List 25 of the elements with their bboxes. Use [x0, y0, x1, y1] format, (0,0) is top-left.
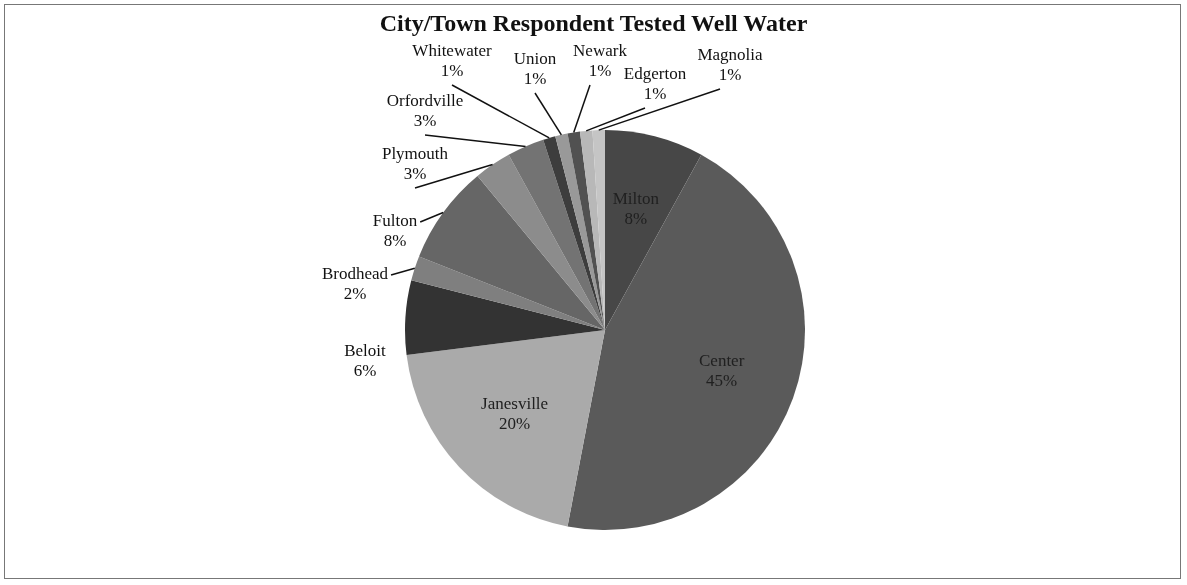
data-label: 20%: [499, 414, 531, 434]
slice-label: Fulton: [372, 211, 418, 231]
data-label: 3%: [413, 111, 437, 131]
slice-label: Center: [699, 351, 745, 371]
data-label: 1%: [440, 61, 464, 81]
slice-label: Edgerton: [623, 64, 687, 84]
data-label: 45%: [706, 371, 738, 391]
slice-label: Whitewater: [412, 41, 492, 61]
data-label: 1%: [643, 84, 667, 104]
data-label: 1%: [588, 61, 612, 81]
slice-label: Orfordville: [386, 91, 464, 111]
data-label: 1%: [718, 65, 742, 85]
slice-label: Brodhead: [321, 264, 389, 284]
data-label: 2%: [343, 284, 367, 304]
slice-label: Plymouth: [381, 144, 449, 164]
slice-label: Beloit: [344, 341, 387, 361]
slice-label: Janesville: [481, 394, 549, 414]
data-label: 6%: [353, 361, 377, 381]
data-label: 8%: [383, 231, 407, 251]
chart-title: City/Town Respondent Tested Well Water: [378, 10, 809, 37]
data-label: 1%: [523, 69, 547, 89]
slice-label: Magnolia: [697, 45, 764, 65]
data-label: 3%: [403, 164, 427, 184]
slice-label: Newark: [573, 41, 628, 61]
slice-label: Union: [513, 49, 557, 69]
